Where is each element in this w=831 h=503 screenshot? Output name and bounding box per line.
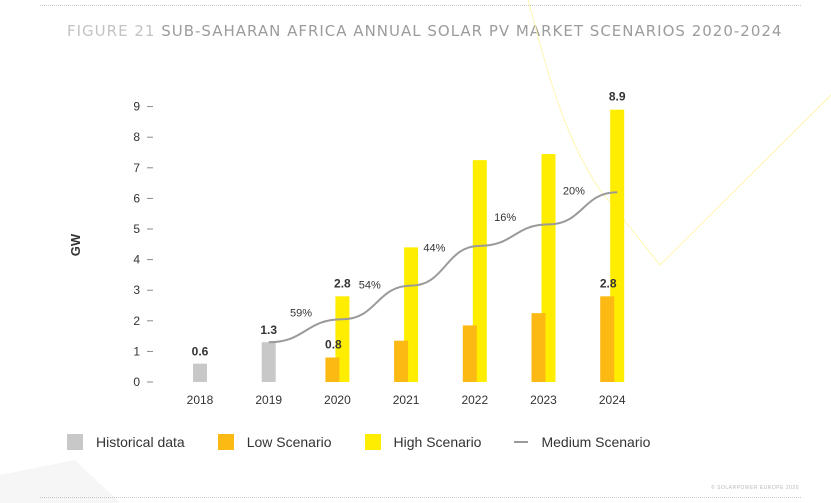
growth-annotation: 59% [290,308,312,320]
growth-annotation: 44% [423,243,445,255]
y-tick-label: 7 [133,161,140,175]
bar-historical [193,363,207,382]
legend-label: Historical data [96,434,185,450]
bar-low [394,340,409,382]
figure-title-text: SUB-SAHARAN AFRICA ANNUAL SOLAR PV MARKE… [161,22,783,40]
bottom-divider [40,497,801,498]
legend-swatch-high [364,434,381,450]
y-tick-label: 2 [133,314,140,328]
medium-line-group [268,191,618,344]
y-tick-label: 6 [133,191,140,205]
y-tick-label: 5 [133,222,140,236]
legend-label: High Scenario [393,434,482,450]
y-axis-title: GW [68,233,83,256]
y-tick-label: 4 [133,253,140,267]
legend-swatch-historical [67,434,83,450]
bar-historical [261,342,276,382]
bars [193,109,625,382]
decorative-shape [0,460,120,503]
data-label-historical: 0.6 [192,345,209,359]
x-tick-label: 2024 [599,393,626,407]
y-tick-label: 0 [133,375,140,389]
x-tick-label: 2023 [530,393,557,407]
growth-annotation: 54% [359,279,381,291]
data-label-low: 2.8 [600,276,617,290]
data-label-historical: 1.3 [260,323,277,337]
top-divider [40,5,801,6]
medium-scenario-line [268,191,618,344]
legend-line-medium [514,441,529,443]
x-tick-label: 2022 [461,393,488,407]
data-label-low: 0.8 [325,338,342,352]
growth-annotation: 16% [494,212,516,224]
data-label-high: 2.8 [334,276,351,290]
legend-item-medium: Medium Scenario [514,434,650,450]
labels: 2018 2019 2020 2021 2022 2023 2024 0.6 1.3 2.8 8.9… [187,90,626,407]
legend: Historical data Low Scenario High Scenar… [67,434,683,450]
bar-low [600,296,615,382]
data-label-high: 8.9 [609,90,626,104]
legend-item-high: High Scenario [364,434,482,450]
x-tick-label: 2020 [324,393,351,407]
growth-annotation: 20% [563,185,585,197]
legend-label: Low Scenario [246,434,332,450]
legend-item-historical: Historical data [67,434,185,450]
y-tick-label: 3 [133,283,140,297]
legend-item-low: Low Scenario [217,434,332,450]
bar-low [325,357,340,382]
x-tick-label: 2018 [187,393,214,407]
y-axis: 0 1 2 3 4 5 6 7 8 9 [133,100,153,389]
figure-title: FIGURE 21 SUB-SAHARAN AFRICA ANNUAL SOLA… [67,22,782,40]
bar-low [531,313,546,382]
x-tick-label: 2021 [393,393,420,407]
legend-label: Medium Scenario [541,434,651,450]
y-tick-label: 8 [133,130,140,144]
legend-swatch-low [217,434,234,450]
decorative-curve [527,0,831,266]
figure-number: FIGURE 21 [67,22,156,40]
bar-low [462,325,477,382]
x-tick-label: 2019 [255,393,282,407]
y-tick-label: 1 [133,344,140,358]
y-tick-label: 9 [133,100,140,114]
copyright: © SOLARPOWER EUROPE 2020 [711,485,799,491]
